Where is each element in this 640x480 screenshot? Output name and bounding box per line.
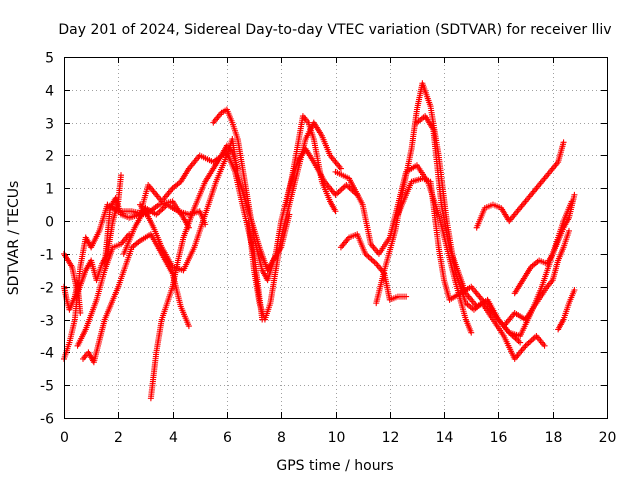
series-arc-16	[394, 175, 575, 339]
chart-title: Day 201 of 2024, Sidereal Day-to-day VTE…	[58, 22, 611, 38]
plot-area	[61, 80, 578, 402]
series-arc-21	[555, 287, 578, 333]
x-axis-label: GPS time / hours	[276, 458, 393, 474]
data-point	[541, 342, 548, 349]
series-arc-1	[61, 172, 125, 297]
x-tick-label: 0	[60, 430, 69, 446]
series-arc-19	[511, 191, 578, 297]
x-tick-label: 12	[382, 430, 400, 446]
series-arc-14	[337, 231, 410, 303]
series-arc-17	[413, 113, 524, 346]
x-tick-label: 2	[114, 430, 123, 446]
series-arc-12	[283, 113, 339, 215]
data-point	[337, 165, 344, 172]
data-point	[468, 329, 475, 336]
data-point	[565, 227, 572, 234]
y-tick-label: 4	[45, 84, 54, 100]
series-arc-18	[473, 139, 567, 231]
x-tick-label: 4	[169, 430, 178, 446]
series-arc-5	[74, 231, 133, 349]
y-tick-label: -6	[40, 412, 54, 428]
y-tick-label: -1	[40, 248, 54, 264]
x-tick-label: 20	[599, 430, 617, 446]
y-tick-label: -5	[40, 379, 54, 395]
x-tick-label: 16	[490, 430, 508, 446]
x-tick-label: 18	[545, 430, 563, 446]
x-tick-label: 14	[436, 430, 454, 446]
data-point	[403, 293, 410, 300]
data-point	[571, 287, 578, 294]
x-tick-label: 8	[277, 430, 286, 446]
y-tick-label: 5	[45, 51, 54, 67]
series-arc-9	[120, 201, 209, 257]
y-tick-label: -4	[40, 346, 54, 362]
data-point	[202, 221, 209, 228]
y-tick-label: 1	[45, 182, 54, 198]
x-tick-label: 6	[223, 430, 232, 446]
x-tick-label: 10	[328, 430, 346, 446]
series-arc-8	[147, 142, 241, 402]
y-tick-label: -2	[40, 281, 54, 297]
series-arc-4	[80, 231, 192, 366]
series-arc-3	[61, 198, 192, 362]
series-arc-10	[210, 106, 361, 284]
data-point	[571, 191, 578, 198]
y-axis-label: SDTVAR / TECUs	[6, 181, 22, 296]
y-tick-label: 2	[45, 149, 54, 165]
data-point	[560, 139, 567, 146]
data-point	[118, 172, 125, 179]
y-tick-label: -3	[40, 314, 54, 330]
series-arc-20	[500, 227, 572, 330]
data-point	[234, 165, 241, 172]
plot-frame	[64, 57, 608, 419]
y-tick-label: 3	[45, 117, 54, 133]
data-point	[332, 208, 339, 215]
data-point	[185, 323, 192, 330]
y-tick-label: 0	[45, 215, 54, 231]
y-ticks: -6 -5 -4 -3 -2 -1 0 1 2 3 4 5	[40, 51, 607, 428]
data-point	[517, 339, 524, 346]
x-ticks: 0 2 4 6 8 10 12 14 16 18 20	[60, 57, 616, 446]
